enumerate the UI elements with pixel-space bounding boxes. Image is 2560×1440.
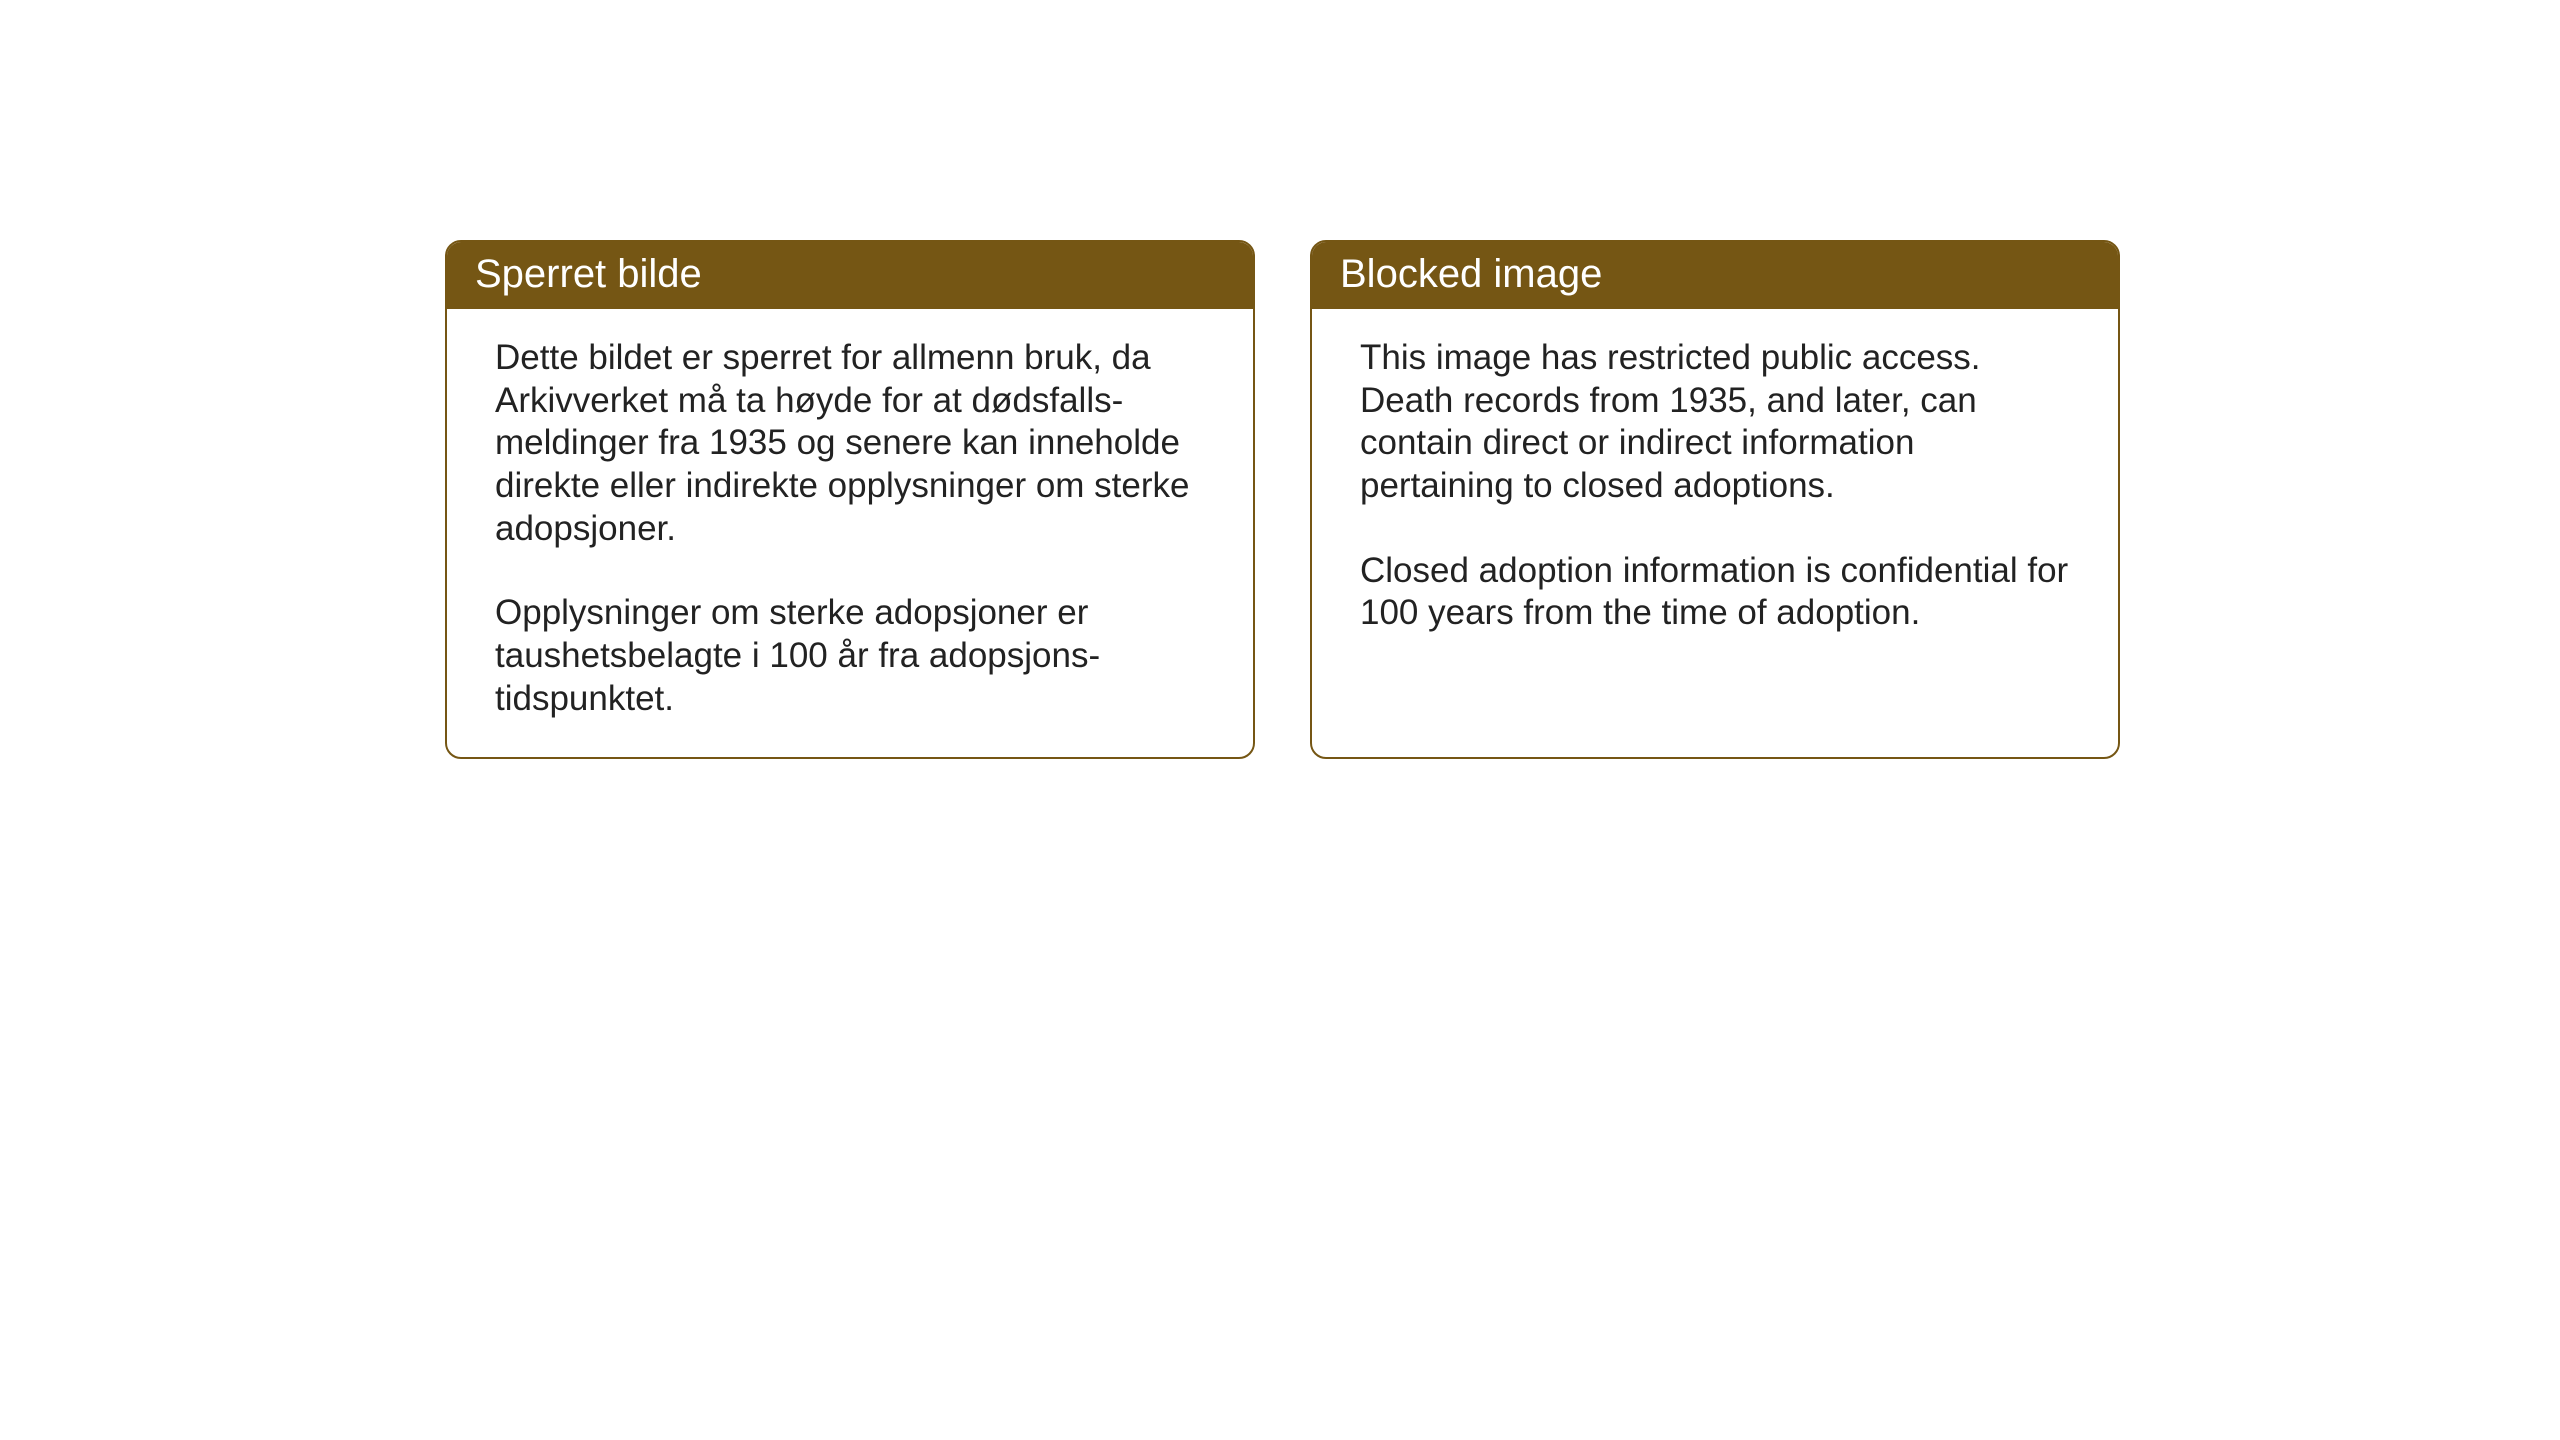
card-title-norwegian: Sperret bilde [447,242,1253,309]
card-paragraph: Dette bildet er sperret for allmenn bruk… [495,337,1205,550]
card-title-english: Blocked image [1312,242,2118,309]
card-body-norwegian: Dette bildet er sperret for allmenn bruk… [447,309,1253,757]
notice-container: Sperret bilde Dette bildet er sperret fo… [445,240,2120,759]
notice-card-english: Blocked image This image has restricted … [1310,240,2120,759]
card-body-english: This image has restricted public access.… [1312,309,2118,749]
card-paragraph: Opplysninger om sterke adopsjoner er tau… [495,592,1205,720]
card-paragraph: This image has restricted public access.… [1360,337,2070,508]
card-paragraph: Closed adoption information is confident… [1360,550,2070,635]
notice-card-norwegian: Sperret bilde Dette bildet er sperret fo… [445,240,1255,759]
